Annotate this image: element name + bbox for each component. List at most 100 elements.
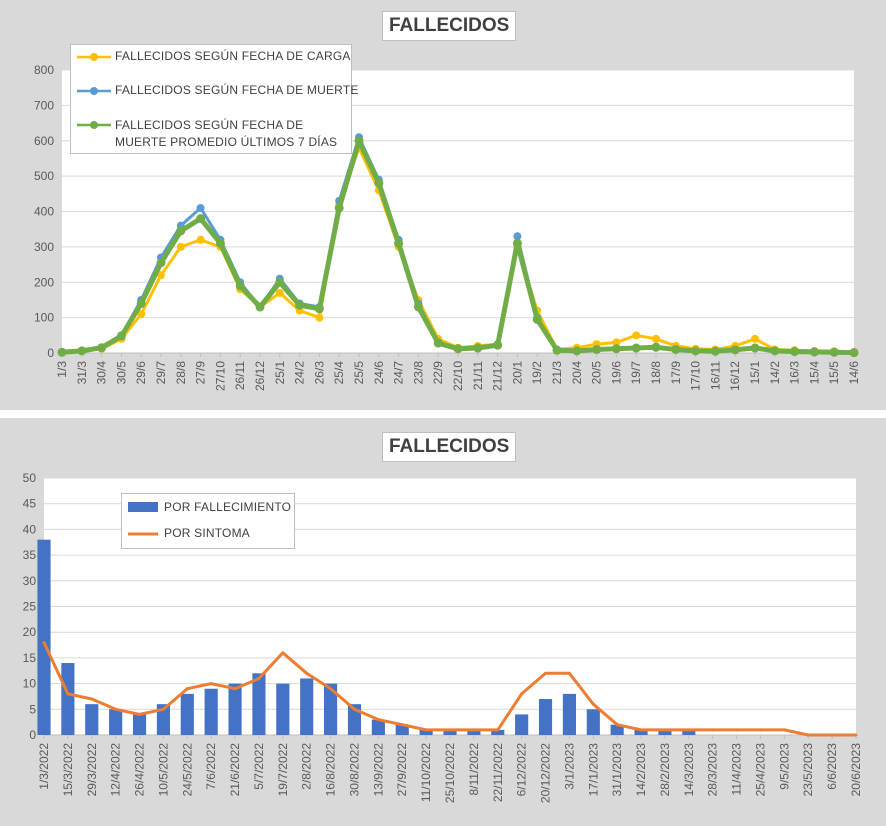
- x-tick-label: 23/8: [411, 361, 425, 385]
- series-point-2: [691, 346, 701, 356]
- series-point-sintoma: [257, 676, 261, 680]
- series-point-2: [710, 346, 720, 356]
- y-tick-label: 0: [47, 346, 54, 360]
- x-tick-label: 30/8/2022: [347, 743, 361, 797]
- bar: [228, 683, 242, 735]
- x-tick-label: 16/11: [708, 361, 722, 390]
- x-tick-label: 26/11: [233, 361, 247, 390]
- y-tick-label: 30: [23, 574, 37, 588]
- x-tick-label: 17/10: [689, 361, 703, 391]
- y-tick-label: 800: [34, 63, 54, 77]
- legend-swatch-promedio: [77, 121, 111, 129]
- bar: [610, 724, 624, 735]
- x-tick-label: 11/10/2022: [419, 743, 433, 802]
- bar: [586, 709, 600, 735]
- y-tick-label: 400: [34, 205, 54, 219]
- series-point-0: [157, 271, 165, 280]
- y-tick-label: 500: [34, 169, 54, 183]
- series-point-sintoma: [520, 692, 524, 696]
- series-point-sintoma: [424, 728, 428, 732]
- x-tick-label: 6/12/2022: [515, 743, 529, 797]
- series-point-2: [809, 347, 819, 357]
- series-point-2: [552, 345, 562, 355]
- x-tick-label: 17/1/2023: [586, 743, 600, 797]
- series-point-2: [255, 302, 265, 312]
- series-point-2: [829, 347, 839, 357]
- x-tick-label: 21/3: [550, 361, 564, 385]
- series-point-2: [453, 344, 463, 354]
- x-tick-label: 20/6/2023: [849, 743, 863, 797]
- y-tick-label: 10: [23, 677, 37, 691]
- x-tick-label: 25/4: [332, 361, 346, 385]
- series-point-sintoma: [758, 728, 762, 732]
- bar: [324, 683, 338, 735]
- x-tick-label: 13/9/2022: [371, 743, 385, 797]
- chart-bottom-legend: POR FALLECIMIENTO POR SINTOMA: [121, 493, 295, 549]
- x-tick-label: 24/2: [293, 361, 307, 385]
- series-point-sintoma: [161, 707, 165, 711]
- series-point-1: [513, 232, 522, 241]
- series-point-2: [354, 136, 364, 146]
- legend-item-carga: FALLECIDOS SEGÚN FECHA DE CARGA: [71, 49, 351, 65]
- series-point-sintoma: [448, 728, 452, 732]
- x-tick-label: 30/5: [114, 361, 128, 385]
- series-point-2: [374, 178, 384, 188]
- series-point-2: [57, 347, 67, 357]
- x-tick-label: 31/1/2023: [610, 743, 624, 797]
- x-tick-label: 27/10: [213, 361, 227, 391]
- series-point-2: [592, 344, 602, 354]
- bar: [395, 724, 409, 735]
- x-tick-label: 22/11/2022: [491, 743, 505, 802]
- bar: [204, 688, 218, 735]
- x-tick-label: 15/4: [807, 361, 821, 385]
- y-tick-label: 50: [23, 471, 37, 485]
- bar: [443, 729, 457, 735]
- series-point-2: [334, 203, 344, 213]
- series-point-sintoma: [615, 723, 619, 727]
- series-point-sintoma: [472, 728, 476, 732]
- x-tick-label: 29/3/2022: [85, 743, 99, 797]
- series-point-0: [137, 310, 146, 319]
- series-point-2: [196, 214, 206, 224]
- x-tick-label: 7/6/2022: [204, 743, 218, 790]
- series-point-sintoma: [352, 707, 356, 711]
- series-point-sintoma: [376, 718, 380, 722]
- series-point-0: [315, 313, 324, 322]
- y-tick-label: 15: [23, 651, 37, 665]
- x-tick-label: 11/4/2023: [730, 743, 744, 796]
- x-tick-label: 5/7/2022: [252, 743, 266, 790]
- series-point-2: [97, 343, 107, 353]
- x-tick-label: 1/3/2022: [37, 743, 51, 790]
- series-point-sintoma: [591, 702, 595, 706]
- y-tick-label: 20: [23, 625, 37, 639]
- legend-item-muerte: FALLECIDOS SEGÚN FECHA DE MUERTE: [71, 83, 358, 99]
- x-tick-label: 19/6: [609, 361, 623, 385]
- y-tick-label: 200: [34, 275, 54, 289]
- series-point-2: [790, 347, 800, 357]
- series-point-sintoma: [90, 697, 94, 701]
- x-tick-label: 15/1: [748, 361, 762, 385]
- legend-label-muerte: FALLECIDOS SEGÚN FECHA DE MUERTE: [115, 83, 359, 97]
- x-tick-label: 23/5/2023: [801, 743, 815, 797]
- x-tick-label: 21/11: [471, 361, 485, 390]
- bar: [371, 719, 385, 735]
- series-point-sintoma: [496, 728, 500, 732]
- x-tick-label: 24/6: [372, 361, 386, 385]
- y-tick-label: 700: [34, 98, 54, 112]
- bar: [467, 729, 481, 735]
- chart-bottom-title: FALLECIDOS: [382, 432, 517, 462]
- bar: [538, 699, 553, 735]
- x-tick-label: 26/4/2022: [133, 743, 147, 797]
- series-point-sintoma: [209, 682, 213, 686]
- series-point-sintoma: [639, 728, 643, 732]
- x-tick-label: 26/12: [253, 361, 267, 391]
- series-point-sintoma: [114, 707, 118, 711]
- x-tick-label: 25/10/2022: [443, 743, 457, 803]
- x-tick-label: 15/5: [827, 361, 841, 385]
- series-point-2: [473, 343, 483, 353]
- x-tick-label: 25/4/2023: [753, 743, 767, 797]
- x-tick-label: 15/3/2022: [61, 743, 75, 797]
- legend-swatch-fallecimiento: [128, 502, 158, 512]
- y-tick-label: 25: [23, 600, 37, 614]
- series-point-2: [651, 342, 661, 352]
